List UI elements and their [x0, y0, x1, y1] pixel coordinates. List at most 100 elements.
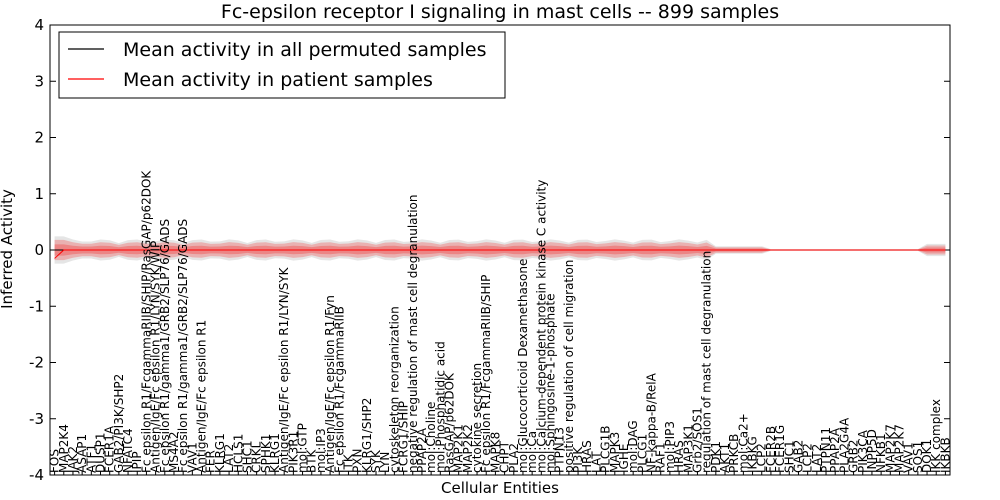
x-tick-label: cytoskeleton reorganization: [387, 306, 401, 473]
x-tick-label: mol:DAG: [626, 420, 640, 473]
x-tick-label: PIK3R1: [286, 431, 300, 473]
x-tick-label: PRKCB: [727, 434, 741, 473]
x-tick-label: MAP3K1: [681, 424, 695, 473]
x-tick-label: PIK3CA: [856, 429, 870, 473]
x-tick-label: MAP2K7: [883, 424, 897, 473]
x-tick-label: KLRG1: [268, 433, 282, 473]
x-tick-label: mol:Ca: [525, 431, 539, 473]
x-tick-label: mol:PIP3: [663, 421, 677, 473]
x-tick-label: mol:IP3: [314, 428, 328, 473]
legend-label: Mean activity in all permuted samples: [123, 39, 486, 61]
x-tick-label: negative regulation of mast cell degranu…: [406, 194, 420, 473]
x-tick-label: IGHE: [617, 444, 631, 473]
x-tick-label: NFKB1: [874, 433, 888, 473]
y-tick-label: -1: [29, 297, 44, 315]
x-tick-label: MAP2K7: [892, 424, 906, 473]
x-tick-label: PDK1: [709, 441, 723, 473]
x-tick-label: VAV1: [185, 442, 199, 473]
legend-label: Mean activity in patient samples: [123, 69, 433, 91]
x-tick-label: MAP2K1: [452, 424, 466, 473]
x-tick-label: GAB2/PI3K/SHP2: [112, 374, 126, 473]
y-tick-label: 2: [34, 129, 44, 147]
x-tick-label: PTPN13: [553, 427, 567, 473]
x-tick-label: VAV1: [902, 442, 916, 473]
x-tick-label: positive regulation of cell migration: [562, 260, 576, 473]
x-tick-label: RasGAP/p62DOK: [442, 372, 456, 473]
x-tick-label: SPHK1: [259, 434, 273, 473]
x-tick-label: Antigen/IgE/Fc epsilon R1/LYN/SYK/WIP: [149, 241, 163, 473]
legend-box: [58, 31, 506, 99]
y-tick-label: -4: [29, 466, 44, 484]
x-tick-label: ATF1: [84, 444, 98, 473]
x-tick-label: IKBKB: [938, 437, 952, 473]
x-tick-label: mol:Sphingosine-1-phosphate: [544, 294, 558, 474]
legend: Mean activity in all permuted samples Mea…: [58, 31, 506, 99]
x-tick-label: HRAS: [580, 440, 594, 473]
x-tick-label: DOK1: [920, 439, 934, 473]
x-tick-label: LAT2: [810, 444, 824, 473]
x-tick-label: Antigen/IgE/Fc epsilon R1/LYN/SYK: [277, 266, 291, 473]
x-tick-label: SHC1: [782, 440, 796, 473]
x-tick-label: CRKL: [250, 441, 264, 473]
x-tick-label: PLA2: [507, 443, 521, 473]
x-tick-label: FOS: [48, 449, 62, 473]
x-tick-label: KLRG1: [213, 433, 227, 473]
x-tick-label: PLA2G4A: [837, 417, 851, 473]
x-tick-label: MAPK3: [608, 432, 622, 473]
y-axis-label: Inferred Activity: [0, 189, 16, 309]
x-tick-label: ITK: [341, 453, 355, 473]
x-tick-label: PI3K: [571, 446, 585, 473]
x-tick-label: MAPK8: [488, 432, 502, 473]
x-tick-label: FER: [204, 450, 218, 473]
x-tick-label: Fc epsilon R1/gamma1/GRB2/SLP76/GADS: [158, 219, 172, 473]
x-tick-label: Fc epsilon R1/FcgammaRIIB/SHIP/RasGAP/p6…: [139, 170, 153, 473]
x-tick-label: ASAP1: [75, 434, 89, 473]
x-tick-label: HRAS: [672, 440, 686, 473]
x-tick-label: KLRG1/SHP2: [360, 398, 374, 473]
x-tick-label: Grb2/SOS1: [690, 407, 704, 473]
x-tick-label: HCLS1: [231, 434, 245, 473]
plot-area: -4 -3 -2 -1 0 1 2 3 4 FOSMAP2K4JAK2ASAP1ATF1DUSP1…: [29, 16, 952, 484]
x-tick-label: NFATC4: [121, 428, 135, 473]
x-tick-label: IPIP: [130, 451, 144, 473]
x-tick-label: cytokine secretion: [470, 363, 484, 473]
y-tick-label: 4: [34, 16, 44, 34]
x-tick-label: IKBKG: [746, 436, 760, 473]
x-tick-label: LYN: [378, 452, 392, 473]
y-tick-label: 1: [34, 185, 44, 203]
x-tick-label: AKT1: [718, 443, 732, 473]
x-tick-label: LCP2: [755, 443, 769, 473]
x-tick-label: MAP2K2: [461, 424, 475, 473]
x-tick-label: INPP5D: [865, 429, 879, 473]
x-tick-label: GAB2: [791, 440, 805, 473]
x-tick-label: PTPN11: [819, 427, 833, 473]
series-line-patient: [54, 249, 946, 259]
x-tick-label: SHC1: [240, 440, 254, 473]
x-tick-label: PPAP2A: [828, 427, 842, 473]
x-tick-label: MAP2K4: [57, 424, 71, 473]
x-tick-label: BTK: [305, 448, 319, 473]
x-tick-label: IKK complex: [929, 399, 943, 473]
x-tick-label: PXN: [351, 449, 365, 473]
y-tick-label: 0: [34, 241, 44, 259]
x-tick-label: FCER2B: [764, 426, 778, 473]
x-tick-label: FCER1A: [103, 425, 117, 473]
chart-title: Fc-epsilon receptor I signaling in mast …: [221, 1, 779, 23]
y-tick-label: 3: [34, 72, 44, 90]
x-tick-label: Antigen/IgE/Fc epsilon R1/Fyn: [323, 295, 337, 473]
x-tick-label: NF-kappa-B/RelA: [645, 372, 659, 473]
x-tick-label: FCRG1/SHIP: [397, 401, 411, 473]
x-tick-label: MS4A2: [167, 432, 181, 473]
x-tick-label: FCER1G: [773, 425, 787, 473]
x-tick-label: JAK2: [66, 446, 80, 474]
x-tick-label: RAF1: [654, 442, 668, 473]
x-tick-label: LAT2: [222, 444, 236, 473]
x-tick-label: Fc epsilon R1/FcgammaRIIB/SHIP: [479, 275, 493, 473]
x-tick-label: PLCG1: [635, 434, 649, 473]
x-tick-label: PPAP2A: [415, 427, 429, 473]
x-tick-label: Fc epsilon R1/FcgammaRIIB: [332, 306, 346, 473]
plot-frame: [49, 24, 951, 476]
x-tick-label: mol:Phosphatidic acid: [433, 341, 447, 473]
x-tick-label: SOS1: [911, 441, 925, 473]
